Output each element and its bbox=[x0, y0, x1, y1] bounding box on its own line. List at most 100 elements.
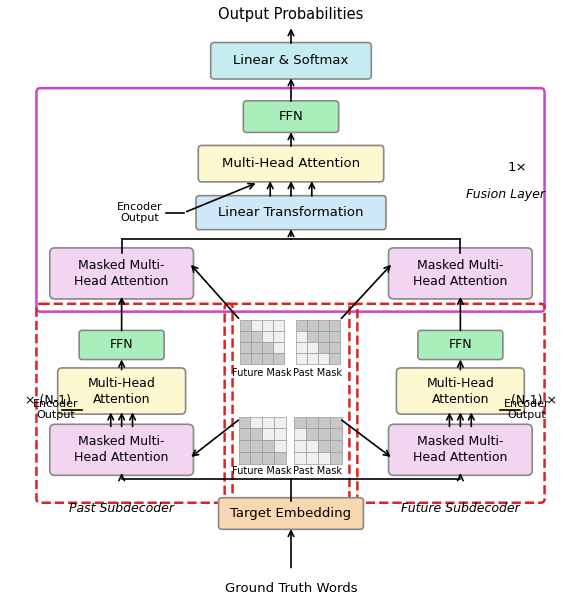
Bar bbox=[318, 320, 329, 331]
Bar bbox=[329, 331, 339, 342]
FancyBboxPatch shape bbox=[196, 196, 386, 230]
FancyBboxPatch shape bbox=[389, 248, 532, 299]
Bar bbox=[250, 440, 262, 452]
Text: Past Subdecoder: Past Subdecoder bbox=[69, 502, 174, 515]
Text: Future Mask: Future Mask bbox=[232, 466, 292, 476]
Bar bbox=[239, 452, 250, 464]
Bar bbox=[318, 342, 329, 353]
Bar bbox=[251, 320, 262, 331]
Bar bbox=[306, 440, 318, 452]
Text: FFN: FFN bbox=[110, 338, 133, 352]
Bar bbox=[262, 416, 274, 428]
FancyBboxPatch shape bbox=[211, 43, 371, 79]
Bar bbox=[240, 342, 251, 353]
FancyBboxPatch shape bbox=[79, 331, 164, 359]
FancyBboxPatch shape bbox=[58, 368, 186, 414]
Bar bbox=[294, 452, 306, 464]
Text: Target Embedding: Target Embedding bbox=[230, 507, 352, 520]
Bar bbox=[318, 331, 329, 342]
Bar bbox=[239, 416, 250, 428]
Text: Encoder
Output: Encoder Output bbox=[116, 202, 162, 223]
Bar bbox=[329, 353, 339, 364]
Bar bbox=[296, 353, 307, 364]
Text: FFN: FFN bbox=[279, 110, 303, 123]
Bar bbox=[329, 416, 342, 428]
Bar bbox=[262, 353, 273, 364]
Text: Future Mask: Future Mask bbox=[232, 368, 292, 377]
Text: Multi-Head
Attention: Multi-Head Attention bbox=[427, 377, 494, 406]
Text: Output Probabilities: Output Probabilities bbox=[218, 7, 364, 22]
FancyBboxPatch shape bbox=[243, 101, 339, 133]
Text: FFN: FFN bbox=[449, 338, 472, 352]
Bar bbox=[262, 331, 273, 342]
Bar bbox=[329, 428, 342, 440]
Bar bbox=[318, 428, 329, 440]
Bar bbox=[251, 342, 262, 353]
Bar bbox=[240, 331, 251, 342]
Bar bbox=[329, 440, 342, 452]
Bar bbox=[306, 416, 318, 428]
Bar bbox=[307, 331, 318, 342]
Bar bbox=[251, 353, 262, 364]
Bar bbox=[294, 440, 306, 452]
Text: Linear Transformation: Linear Transformation bbox=[218, 206, 364, 219]
Text: Future Subdecoder: Future Subdecoder bbox=[401, 502, 520, 515]
Text: Linear & Softmax: Linear & Softmax bbox=[233, 54, 349, 67]
Bar bbox=[329, 342, 339, 353]
Bar bbox=[239, 440, 250, 452]
Bar bbox=[307, 353, 318, 364]
Bar bbox=[306, 428, 318, 440]
Bar bbox=[273, 331, 284, 342]
Text: Past Mask: Past Mask bbox=[293, 368, 342, 377]
Text: 1×: 1× bbox=[508, 161, 528, 174]
FancyBboxPatch shape bbox=[50, 424, 193, 475]
Bar bbox=[273, 342, 284, 353]
Bar bbox=[240, 320, 251, 331]
Text: Masked Multi-
Head Attention: Masked Multi- Head Attention bbox=[413, 259, 508, 288]
Text: Masked Multi-
Head Attention: Masked Multi- Head Attention bbox=[413, 436, 508, 464]
FancyBboxPatch shape bbox=[389, 424, 532, 475]
Bar bbox=[262, 320, 273, 331]
FancyBboxPatch shape bbox=[418, 331, 503, 359]
Bar bbox=[294, 428, 306, 440]
Bar bbox=[273, 353, 284, 364]
Bar bbox=[296, 320, 307, 331]
Bar bbox=[306, 452, 318, 464]
Bar bbox=[262, 428, 274, 440]
Bar bbox=[273, 320, 284, 331]
Bar bbox=[274, 452, 286, 464]
Bar bbox=[318, 416, 329, 428]
Bar bbox=[296, 342, 307, 353]
Bar bbox=[262, 440, 274, 452]
Bar bbox=[307, 320, 318, 331]
Bar bbox=[250, 452, 262, 464]
Bar bbox=[318, 353, 329, 364]
Text: × (N-1): × (N-1) bbox=[24, 394, 70, 407]
FancyBboxPatch shape bbox=[198, 145, 384, 182]
Text: Encoder
Output: Encoder Output bbox=[504, 399, 549, 421]
Text: Encoder
Output: Encoder Output bbox=[33, 399, 78, 421]
Bar bbox=[296, 331, 307, 342]
Text: Multi-Head Attention: Multi-Head Attention bbox=[222, 157, 360, 170]
Bar bbox=[250, 428, 262, 440]
Bar bbox=[262, 342, 273, 353]
Bar bbox=[250, 416, 262, 428]
Text: Past Mask: Past Mask bbox=[293, 466, 342, 476]
Bar bbox=[294, 416, 306, 428]
Bar bbox=[239, 428, 250, 440]
Bar bbox=[251, 331, 262, 342]
Bar bbox=[318, 440, 329, 452]
Bar bbox=[262, 452, 274, 464]
Bar bbox=[274, 428, 286, 440]
Bar bbox=[318, 452, 329, 464]
Bar bbox=[240, 353, 251, 364]
Bar bbox=[307, 342, 318, 353]
Text: Fusion Layer: Fusion Layer bbox=[466, 188, 545, 200]
Bar bbox=[329, 320, 339, 331]
Text: (N-1) ×: (N-1) × bbox=[512, 394, 558, 407]
FancyBboxPatch shape bbox=[396, 368, 524, 414]
Bar bbox=[329, 452, 342, 464]
Bar bbox=[274, 416, 286, 428]
Bar bbox=[274, 440, 286, 452]
Text: Ground Truth Words: Ground Truth Words bbox=[225, 582, 357, 595]
